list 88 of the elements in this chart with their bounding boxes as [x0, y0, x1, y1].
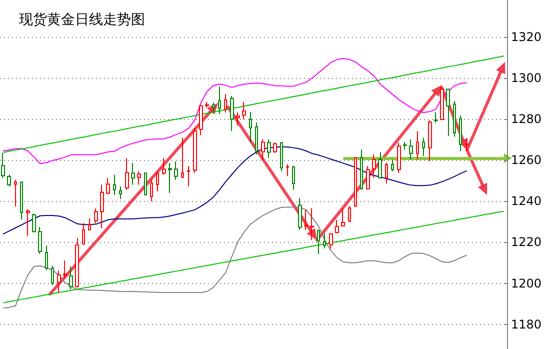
- candlestick: [255, 122, 258, 155]
- candlestick: [409, 138, 413, 160]
- candlestick: [391, 159, 394, 172]
- y-tick-label: 1280: [511, 112, 542, 126]
- candlestick: [446, 88, 450, 137]
- candlestick: [236, 112, 240, 126]
- candlestick: [378, 152, 382, 180]
- y-tick-label: 1240: [511, 194, 542, 208]
- candlestick: [422, 137, 425, 157]
- candlestick: [137, 170, 141, 186]
- candlestick: [14, 179, 17, 208]
- candlestick: [323, 232, 326, 249]
- candlestick: [181, 137, 184, 178]
- candlestick: [292, 166, 295, 190]
- candlestick: [428, 120, 432, 162]
- candlestick: [113, 174, 116, 196]
- candlestick: [51, 265, 54, 286]
- candlestick: [403, 141, 407, 150]
- candlestick: [174, 160, 178, 180]
- candlestick: [354, 156, 357, 208]
- y-tick-label: 1200: [511, 276, 542, 290]
- candlestick: [69, 266, 73, 290]
- candlestick: [360, 148, 363, 190]
- candlestick: [168, 162, 172, 194]
- candlestick: [212, 102, 215, 113]
- candlestick: [304, 209, 308, 230]
- candlestick: [416, 130, 419, 160]
- candlestick: [372, 154, 376, 178]
- candlestick: [280, 142, 283, 172]
- candlestick: [366, 166, 370, 190]
- candlestick: [88, 218, 91, 230]
- line-series: [2, 56, 504, 154]
- candlestick: [199, 104, 203, 136]
- candlestick: [249, 111, 252, 144]
- candlestick: [100, 184, 104, 229]
- candlestick: [298, 198, 302, 230]
- candlestick: [20, 180, 23, 220]
- candlestick: [131, 162, 135, 186]
- candlestick: [119, 186, 122, 200]
- y-tick-label: 1220: [511, 235, 542, 250]
- y-tick-label: 1260: [511, 153, 542, 168]
- candlestick: [1, 152, 5, 178]
- candlestick: [57, 270, 61, 294]
- text: 现货黄金日线走势图: [19, 12, 145, 28]
- candlestick: [32, 213, 36, 233]
- candlestick: [38, 226, 42, 254]
- candlestick: [459, 114, 462, 152]
- candlestick: [26, 208, 30, 236]
- candlestick: [187, 166, 190, 187]
- candlestick: [453, 100, 456, 138]
- candlestick: [310, 208, 314, 240]
- candlestick: [440, 86, 444, 121]
- y-tick-label: 1300: [511, 71, 542, 86]
- candlestick: [230, 95, 234, 132]
- candlestick: [162, 158, 166, 176]
- candlestick: [150, 179, 153, 202]
- candlestick: [144, 172, 147, 196]
- candlestick: [218, 86, 221, 115]
- candlestick: [348, 206, 351, 223]
- y-tick-label: 1180: [511, 317, 542, 332]
- candlestick: [82, 222, 85, 246]
- candlestick: [205, 101, 209, 108]
- candlestick: [397, 142, 401, 174]
- candlestick: [63, 260, 67, 279]
- candlestick: [106, 177, 110, 195]
- candlestick: [193, 127, 197, 174]
- candlestick: [341, 208, 345, 227]
- candlestick: [385, 162, 388, 184]
- y-tick-label: 1320: [511, 30, 542, 44]
- line-series: [2, 58, 468, 164]
- candlestick: [156, 170, 159, 192]
- candlestick: [94, 208, 98, 224]
- candlestick: [335, 219, 339, 234]
- candlestick: [434, 112, 438, 124]
- candlestick: [465, 138, 469, 151]
- candlestick: [7, 174, 11, 187]
- candlestick: [45, 245, 48, 270]
- candlestick: [242, 101, 246, 120]
- candlestick: [224, 94, 227, 113]
- candlestick: [317, 229, 320, 254]
- line-series: [2, 146, 468, 235]
- candlestick: [286, 164, 289, 177]
- candlestick: [329, 232, 333, 249]
- candlestick: [273, 142, 277, 154]
- candlestick: [267, 138, 271, 158]
- candlestick: [261, 138, 265, 161]
- candlestick: [125, 158, 129, 190]
- candlestick: [75, 238, 79, 288]
